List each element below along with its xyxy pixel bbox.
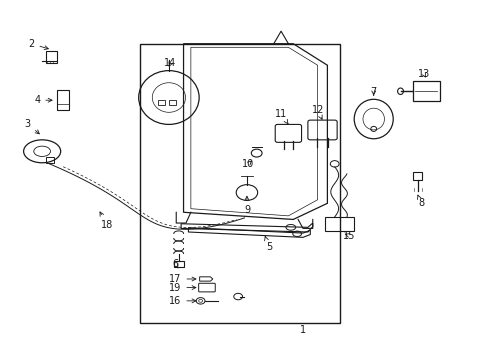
- Text: 3: 3: [24, 119, 39, 134]
- Text: 11: 11: [274, 109, 287, 124]
- Text: 9: 9: [244, 196, 249, 216]
- Bar: [412, 172, 422, 180]
- Text: 19: 19: [169, 283, 196, 293]
- Text: 17: 17: [169, 274, 196, 284]
- Bar: [168, 100, 175, 105]
- Text: 12: 12: [311, 105, 323, 119]
- Text: 14: 14: [164, 58, 176, 68]
- Text: 5: 5: [264, 237, 271, 252]
- Bar: [325, 217, 353, 231]
- Bar: [173, 261, 183, 267]
- Text: 13: 13: [417, 69, 429, 79]
- Text: 7: 7: [370, 87, 376, 97]
- Text: 2: 2: [28, 39, 48, 50]
- Bar: [46, 51, 57, 63]
- Text: 16: 16: [169, 296, 196, 306]
- Bar: [45, 157, 54, 163]
- Text: 1: 1: [299, 325, 305, 335]
- Text: 10: 10: [242, 159, 254, 169]
- Bar: [140, 44, 339, 323]
- Bar: [412, 81, 439, 101]
- Bar: [57, 90, 69, 110]
- Text: 15: 15: [343, 231, 355, 240]
- Text: 4: 4: [34, 95, 52, 105]
- Bar: [158, 100, 164, 105]
- Text: 18: 18: [100, 212, 113, 230]
- Text: 8: 8: [417, 195, 423, 208]
- Text: 6: 6: [172, 259, 178, 269]
